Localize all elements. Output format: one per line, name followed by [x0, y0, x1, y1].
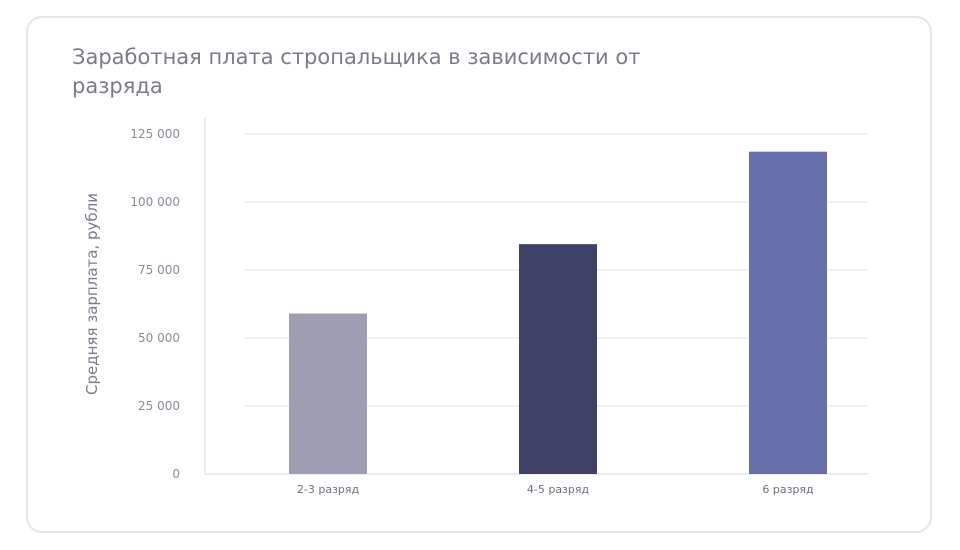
- axis-labels: 0 25 000 50 000 75 000 100 000 125 000 2-3 раз…: [130, 127, 814, 496]
- x-tick-label: 2-3 разряд: [297, 483, 360, 496]
- bar: [289, 313, 367, 474]
- x-tick-label: 4-5 разряд: [527, 483, 590, 496]
- bars: [289, 151, 827, 474]
- y-tick-label: 100 000: [130, 195, 180, 209]
- y-axis-title: Средняя зарплата, рубли: [83, 193, 101, 395]
- bar: [749, 151, 827, 474]
- y-tick-label: 125 000: [130, 127, 180, 141]
- x-tick-label: 6 разряд: [762, 483, 814, 496]
- y-tick-label: 25 000: [138, 399, 180, 413]
- y-tick-label: 50 000: [138, 331, 180, 345]
- y-tick-label: 75 000: [138, 263, 180, 277]
- y-tick-label: 0: [172, 467, 180, 481]
- bar: [519, 244, 597, 474]
- chart-title: Заработная плата стропальщика в зависимо…: [72, 45, 641, 98]
